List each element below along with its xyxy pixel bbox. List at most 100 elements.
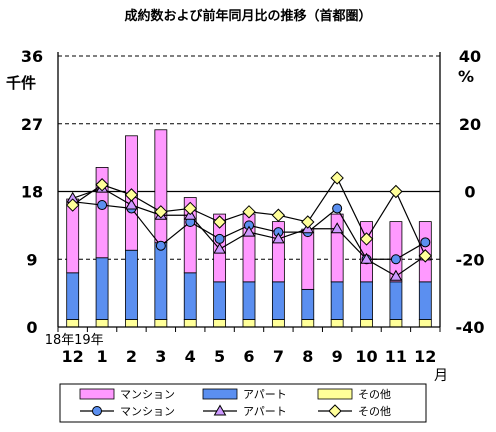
point-diamond <box>65 198 80 212</box>
x-tick-label: 4 <box>185 347 196 366</box>
bar-segment <box>301 228 315 290</box>
point-circle <box>390 254 401 265</box>
x-tick-label: 10 <box>355 347 377 366</box>
bar-segment <box>154 319 168 328</box>
bar-segment <box>360 281 373 320</box>
point-triangle <box>242 225 256 237</box>
legend-label: マンション <box>120 388 175 401</box>
x-tick-label: 9 <box>332 347 343 366</box>
legend-label: その他 <box>358 388 391 401</box>
stacked-bars <box>66 129 432 328</box>
point-circle <box>97 200 108 211</box>
x-tick-label: 5 <box>214 347 225 366</box>
point-diamond <box>330 171 344 185</box>
x-tick-label: 11 <box>385 347 407 366</box>
point-circle <box>420 237 431 248</box>
point-diamond <box>154 205 168 219</box>
point-triangle <box>272 232 285 244</box>
bar-segment <box>183 272 197 320</box>
bar-segment <box>95 257 109 320</box>
point-diamond <box>301 215 315 229</box>
x-tick-label: 3 <box>155 347 166 366</box>
right-tick-label: -40 <box>456 318 485 337</box>
year-label: 18年 <box>45 333 75 348</box>
bar-segment <box>66 272 80 320</box>
x-tick-label: 6 <box>243 347 254 366</box>
bar-segment <box>271 319 285 328</box>
x-tick-label: 2 <box>126 347 137 366</box>
point-diamond <box>95 178 109 192</box>
left-tick-label: 18 <box>21 183 43 202</box>
bar-segment <box>242 319 256 328</box>
bar-segment <box>301 319 315 328</box>
point-circle <box>92 406 102 416</box>
left-tick-label: 27 <box>21 115 43 134</box>
x-tick-label: 12 <box>62 347 84 366</box>
point-diamond <box>183 201 197 216</box>
bar-segment <box>389 319 403 328</box>
bar-segment <box>213 281 227 320</box>
bar-segment <box>66 319 80 328</box>
year-label: 19年 <box>74 333 104 348</box>
point-triangle <box>213 404 227 416</box>
left-tick-label: 9 <box>26 250 37 269</box>
point-diamond <box>328 404 342 418</box>
right-tick-label: 40 <box>459 47 481 66</box>
point-diamond <box>359 232 374 246</box>
point-diamond <box>124 188 139 202</box>
bar-segment <box>271 281 285 320</box>
x-tick-label: 12 <box>414 347 436 366</box>
bar-segment <box>125 249 138 320</box>
bar-segment <box>360 319 373 328</box>
bar-segment <box>95 319 109 328</box>
legend-label: アパート <box>243 405 287 418</box>
point-circle <box>214 233 225 244</box>
bar-segment <box>154 129 168 244</box>
bar-segment <box>125 319 138 328</box>
bar-segment <box>213 319 227 328</box>
point-diamond <box>212 215 227 229</box>
legend-label: アパート <box>243 388 287 401</box>
point-circle <box>155 240 166 251</box>
left-tick-label: 36 <box>21 47 43 66</box>
point-circle <box>332 203 343 214</box>
point-triangle <box>213 242 226 254</box>
bar-segment <box>389 221 403 283</box>
bar-segment <box>418 281 432 320</box>
right-tick-label: 20 <box>459 115 481 134</box>
right-axis-unit: % <box>458 67 474 86</box>
legend-label: その他 <box>358 405 391 418</box>
bar-segment <box>242 281 256 320</box>
legend-box <box>59 383 427 423</box>
right-tick-label: -20 <box>456 250 485 269</box>
point-diamond <box>418 249 433 263</box>
line-series <box>65 171 433 281</box>
x-tick-label: 8 <box>302 347 313 366</box>
legend-swatch <box>202 388 238 400</box>
left-tick-label: 0 <box>26 318 37 337</box>
month-unit: 月 <box>434 368 448 384</box>
legend-swatch <box>317 388 353 400</box>
bar-segment <box>154 242 168 320</box>
right-tick-label: 0 <box>464 183 475 202</box>
left-axis-unit: 千件 <box>6 74 36 92</box>
point-diamond <box>271 208 286 222</box>
point-diamond <box>242 205 256 219</box>
chart-title: 成約数および前年同月比の推移（首都圏） <box>124 8 371 24</box>
point-triangle <box>125 198 138 210</box>
x-tick-label: 7 <box>273 347 284 366</box>
bar-segment <box>330 319 344 328</box>
x-tick-label: 1 <box>97 347 108 366</box>
point-diamond <box>389 184 403 199</box>
point-triangle <box>389 269 403 281</box>
bar-segment <box>330 281 344 320</box>
bar-segment <box>418 319 432 328</box>
legend-label: マンション <box>120 405 175 418</box>
point-triangle <box>330 222 344 234</box>
bar-segment <box>389 281 403 320</box>
bar-segment <box>301 288 315 320</box>
legend-swatch <box>79 388 115 400</box>
